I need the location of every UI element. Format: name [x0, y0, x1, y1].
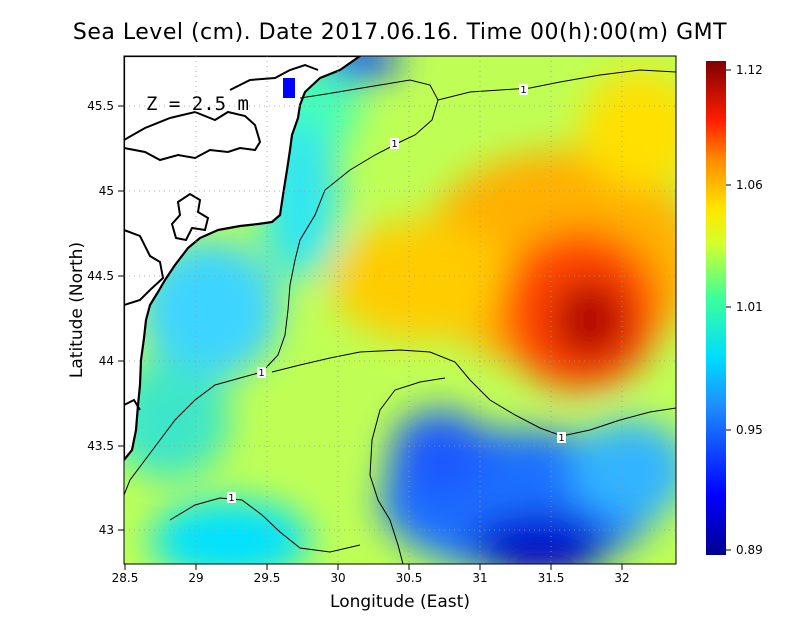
- colorbar-tick-label: 1.01: [736, 300, 763, 314]
- contour-labels: 1 1 1 1 1: [227, 84, 566, 504]
- contour-line: [369, 377, 446, 564]
- sea-level-field: [124, 56, 676, 564]
- svg-text:1: 1: [391, 139, 397, 150]
- colorbar-tick-label: 0.89: [736, 543, 763, 557]
- contour-line: [169, 497, 361, 553]
- contour-label: 1: [557, 432, 566, 444]
- colorbar: 1.12 1.06 1.01 0.95 0.89: [706, 61, 763, 557]
- map-title: Sea Level (cm). Date 2017.06.16. Time 00…: [72, 20, 728, 45]
- x-tick-label: 31.5: [538, 571, 565, 585]
- contour-label: 1: [519, 84, 528, 96]
- x-axis: 28.5 29 29.5 30 30.5 31 31.5 32: [112, 564, 630, 585]
- contour-line: [124, 79, 439, 496]
- colorbar-tick-label: 1.06: [736, 178, 763, 192]
- colorbar-tick-label: 0.95: [736, 423, 763, 437]
- contour-line: [437, 69, 676, 101]
- y-tick-label: 45: [99, 184, 114, 198]
- x-tick-label: 30.5: [396, 571, 423, 585]
- x-tick-label: 28.5: [112, 571, 139, 585]
- contour-lines: [124, 69, 676, 564]
- contour-label: 1: [257, 367, 266, 379]
- map-frame: [123, 55, 677, 565]
- colorbar-ramp: [706, 61, 726, 555]
- y-axis: 43 43.5 44 44.5 45 45.5: [87, 99, 124, 537]
- grid: [124, 56, 676, 564]
- contour-line: [271, 349, 676, 437]
- x-tick-label: 30: [330, 571, 345, 585]
- colorbar-tick-label: 1.12: [736, 63, 763, 77]
- land-mass: [124, 56, 362, 462]
- y-axis-label: Latitude (North): [67, 242, 87, 378]
- x-tick-label: 29: [188, 571, 203, 585]
- y-tick-label: 43.5: [87, 439, 114, 453]
- x-tick-label: 31: [472, 571, 487, 585]
- x-axis-label: Longitude (East): [330, 592, 470, 612]
- svg-text:1: 1: [520, 85, 526, 96]
- x-tick-label: 32: [614, 571, 629, 585]
- y-tick-label: 43: [99, 523, 114, 537]
- y-tick-label: 45.5: [87, 99, 114, 113]
- y-tick-label: 44.5: [87, 269, 114, 283]
- y-tick-label: 44: [99, 354, 114, 368]
- depth-label: Z = 2.5 m: [146, 93, 249, 115]
- x-tick-label: 29.5: [254, 571, 281, 585]
- svg-text:1: 1: [258, 368, 264, 379]
- svg-text:1: 1: [558, 433, 564, 444]
- svg-text:1: 1: [228, 493, 234, 504]
- contour-label: 1: [227, 492, 236, 504]
- contour-label: 1: [390, 138, 399, 150]
